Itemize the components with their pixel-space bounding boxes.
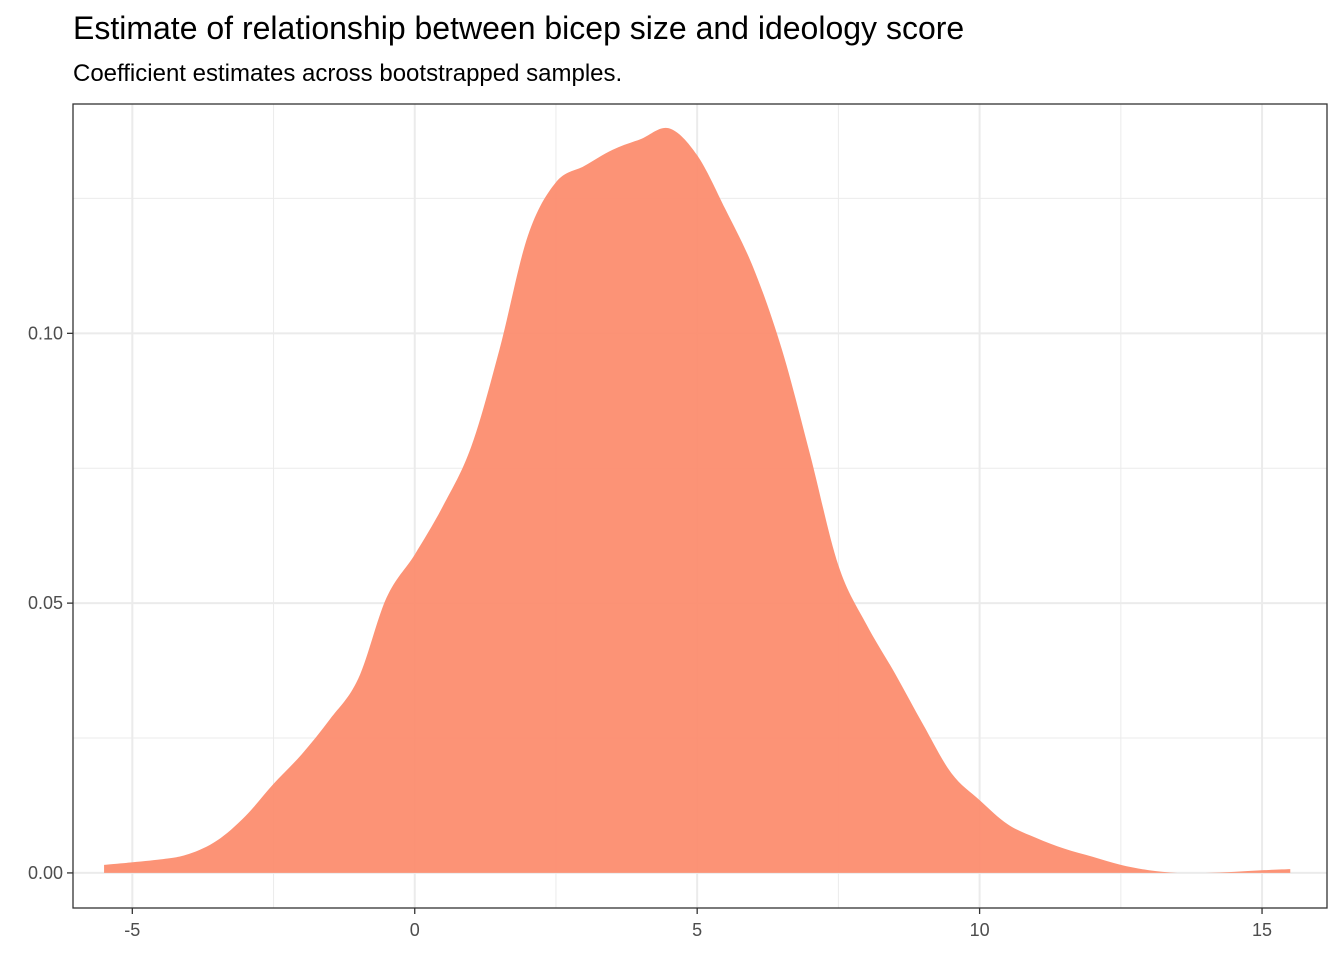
y-tick-label: 0.10 xyxy=(28,323,63,343)
x-tick-label: 5 xyxy=(692,920,702,940)
y-tick-label: 0.00 xyxy=(28,863,63,883)
x-tick-label: 15 xyxy=(1252,920,1272,940)
x-tick-label: 0 xyxy=(410,920,420,940)
density-area xyxy=(104,127,1291,873)
y-tick-label: 0.05 xyxy=(28,593,63,613)
x-tick-label: 10 xyxy=(970,920,990,940)
x-tick-label: -5 xyxy=(124,920,140,940)
chart-subtitle: Coefficient estimates across bootstrappe… xyxy=(73,60,623,87)
chart-title: Estimate of relationship between bicep s… xyxy=(73,10,965,46)
panel-border-layer xyxy=(72,103,1328,909)
panel-border xyxy=(72,103,1328,909)
density-area-layer xyxy=(104,127,1291,873)
axis-layer: -5 0 5 10 15 0.00 0.05 0.10 xyxy=(28,323,1272,940)
